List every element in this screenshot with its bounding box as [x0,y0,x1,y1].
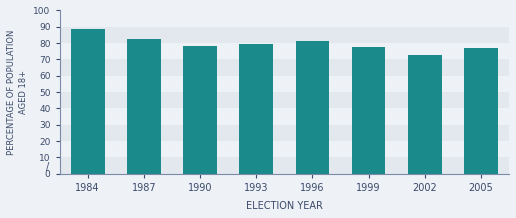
Y-axis label: PERCENTAGE OF POPULATION
AGED 18+: PERCENTAGE OF POPULATION AGED 18+ [7,29,28,155]
Bar [59,27,509,43]
Bar [59,43,509,60]
Bar [239,44,273,174]
Bar [352,47,385,174]
X-axis label: ELECTION YEAR: ELECTION YEAR [246,201,322,211]
Bar [59,108,509,125]
Bar [59,60,509,76]
Bar [408,55,442,174]
Bar [59,92,509,108]
Text: /: / [46,162,49,172]
Bar [464,48,498,174]
Bar [59,10,509,27]
Bar [59,157,509,174]
Bar [59,141,509,157]
Bar [127,39,160,174]
Bar [296,41,329,174]
Bar [71,29,105,174]
Bar [183,46,217,174]
Bar [59,76,509,92]
Bar [59,125,509,141]
